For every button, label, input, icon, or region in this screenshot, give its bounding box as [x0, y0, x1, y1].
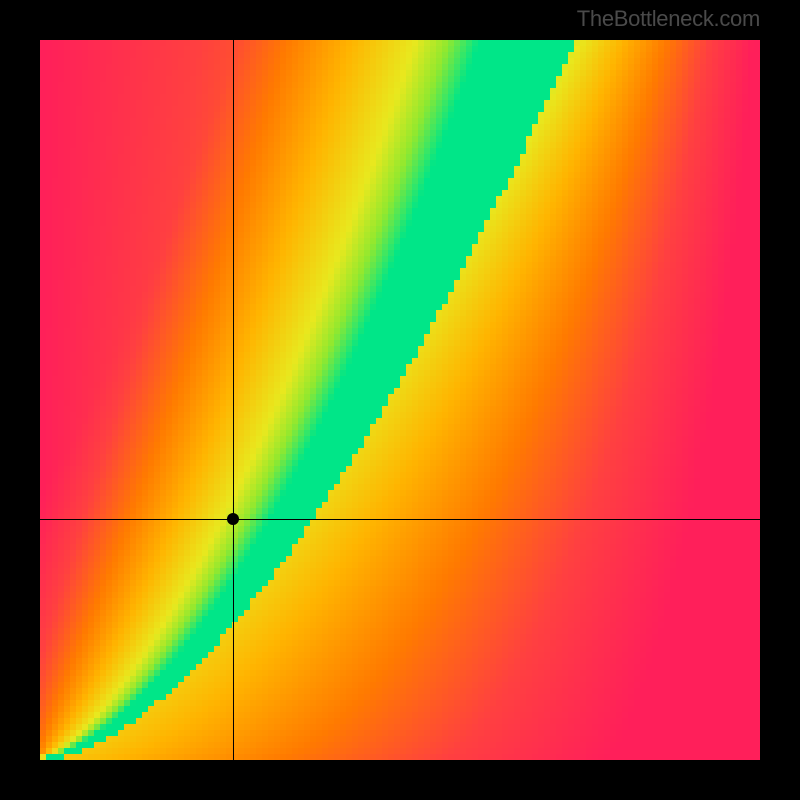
crosshair-vertical-line	[233, 40, 234, 760]
watermark-text: TheBottleneck.com	[577, 6, 760, 32]
crosshair-marker-dot	[227, 513, 239, 525]
crosshair-horizontal-line	[40, 519, 760, 520]
heatmap-canvas	[40, 40, 760, 760]
plot-area	[40, 40, 760, 760]
